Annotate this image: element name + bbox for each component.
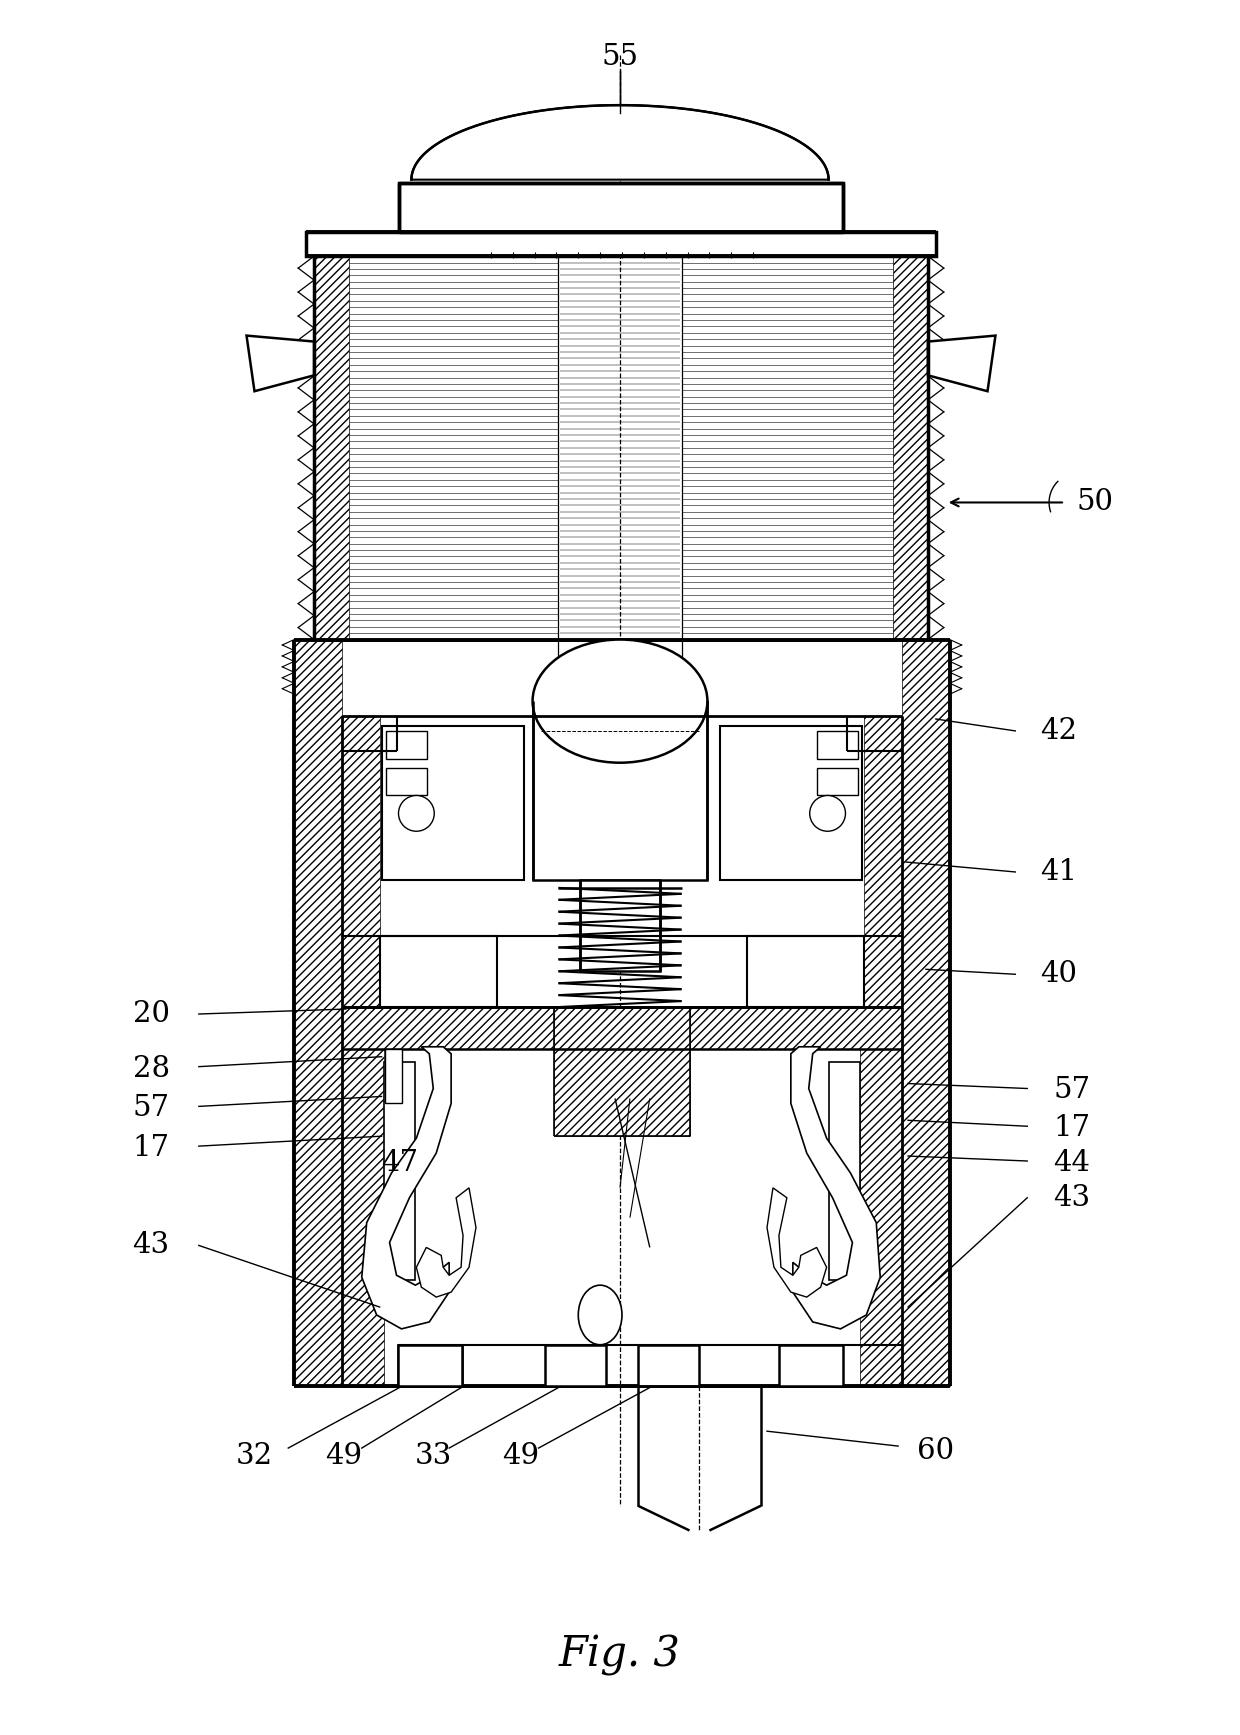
Text: 40: 40 bbox=[1040, 959, 1078, 989]
Bar bbox=[720, 725, 862, 880]
Bar bbox=[382, 725, 523, 880]
Bar bbox=[748, 935, 864, 1006]
Text: 32: 32 bbox=[236, 1442, 273, 1470]
Polygon shape bbox=[768, 1188, 827, 1298]
Bar bbox=[399, 182, 843, 232]
Bar bbox=[306, 232, 936, 257]
Polygon shape bbox=[342, 1048, 383, 1386]
Text: 17: 17 bbox=[1053, 1114, 1090, 1142]
Polygon shape bbox=[342, 717, 379, 1006]
Bar bbox=[544, 1345, 606, 1386]
Bar bbox=[386, 730, 428, 758]
Ellipse shape bbox=[533, 640, 707, 763]
Bar bbox=[779, 1345, 843, 1386]
Polygon shape bbox=[791, 1046, 880, 1329]
Polygon shape bbox=[314, 257, 348, 640]
Polygon shape bbox=[362, 1046, 451, 1329]
Text: 17: 17 bbox=[133, 1135, 170, 1162]
Bar bbox=[817, 767, 858, 795]
Ellipse shape bbox=[810, 795, 846, 831]
Text: 57: 57 bbox=[1053, 1076, 1090, 1105]
Polygon shape bbox=[901, 640, 950, 1386]
Text: 41: 41 bbox=[1040, 859, 1078, 887]
Text: 44: 44 bbox=[1054, 1149, 1090, 1176]
Polygon shape bbox=[893, 257, 928, 640]
Polygon shape bbox=[417, 1188, 476, 1298]
Bar bbox=[384, 1048, 403, 1103]
Polygon shape bbox=[294, 640, 342, 1386]
Text: 28: 28 bbox=[133, 1055, 170, 1083]
Bar bbox=[379, 935, 497, 1006]
Ellipse shape bbox=[398, 795, 434, 831]
Bar bbox=[533, 701, 707, 880]
Polygon shape bbox=[342, 1006, 901, 1048]
Text: 55: 55 bbox=[601, 43, 639, 71]
Text: 42: 42 bbox=[1040, 717, 1078, 744]
Bar bbox=[828, 1062, 861, 1280]
Text: 50: 50 bbox=[1076, 489, 1114, 517]
Bar bbox=[398, 1345, 463, 1386]
Bar bbox=[383, 1062, 415, 1280]
Text: 47: 47 bbox=[381, 1149, 418, 1176]
Text: 43: 43 bbox=[133, 1232, 170, 1260]
Ellipse shape bbox=[578, 1286, 622, 1345]
Text: 49: 49 bbox=[325, 1442, 362, 1470]
Text: 20: 20 bbox=[133, 999, 170, 1029]
Polygon shape bbox=[864, 717, 901, 1006]
Text: 60: 60 bbox=[918, 1437, 955, 1464]
Text: 57: 57 bbox=[133, 1095, 170, 1123]
Bar bbox=[386, 767, 428, 795]
Text: Fig. 3: Fig. 3 bbox=[559, 1634, 681, 1676]
Text: 49: 49 bbox=[502, 1442, 539, 1470]
Polygon shape bbox=[861, 1048, 901, 1386]
Bar bbox=[580, 880, 660, 972]
Text: 33: 33 bbox=[414, 1442, 451, 1470]
Polygon shape bbox=[928, 335, 996, 390]
Bar bbox=[817, 730, 858, 758]
Text: 43: 43 bbox=[1053, 1183, 1090, 1211]
Bar bbox=[398, 1345, 463, 1386]
Polygon shape bbox=[412, 106, 828, 180]
Bar bbox=[637, 1345, 699, 1386]
Polygon shape bbox=[554, 1006, 689, 1136]
Polygon shape bbox=[247, 335, 314, 390]
